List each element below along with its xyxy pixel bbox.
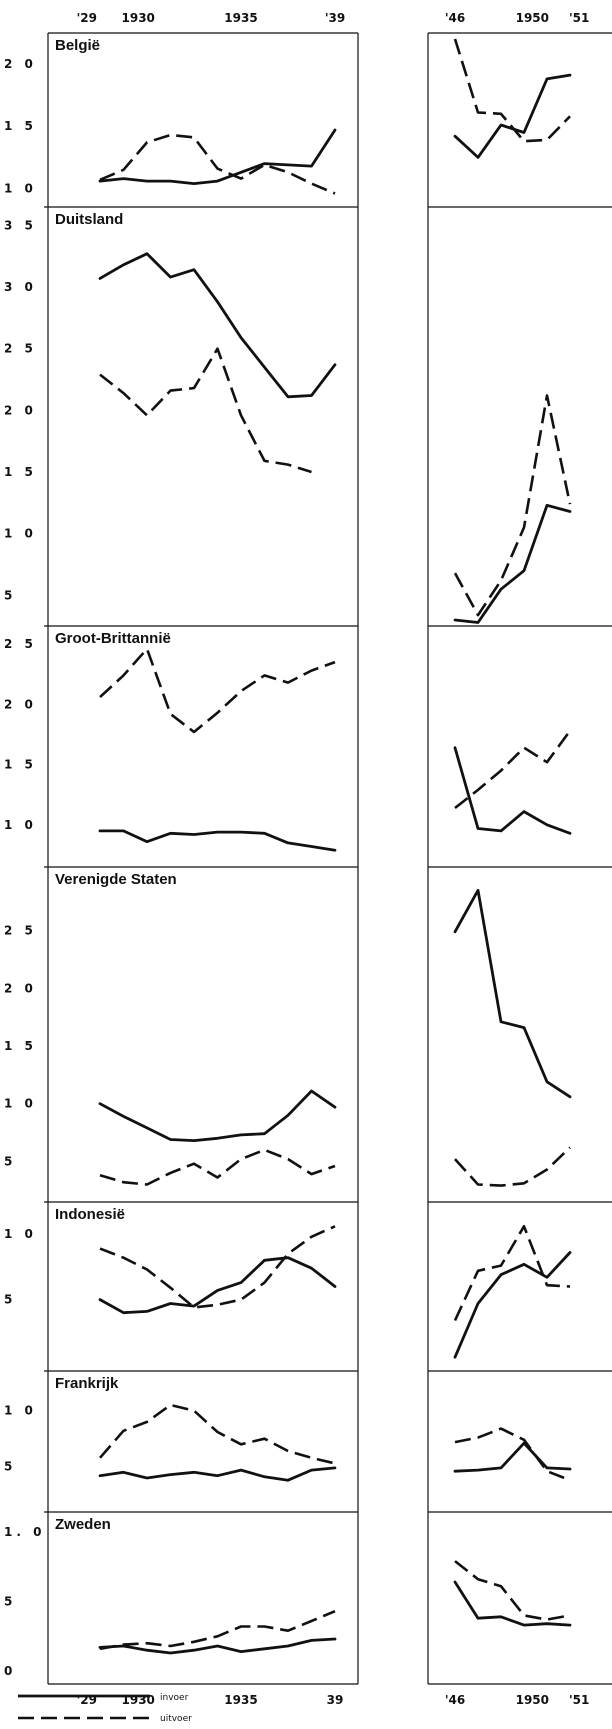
invoer-line-postwar [453, 73, 572, 159]
x-tick-label-bottom: 1935 [224, 1693, 257, 1707]
panel: Indonesië 5 1 0 [4, 1206, 572, 1359]
y-tick-label: 1 5 [4, 119, 37, 133]
y-tick-label: 2 0 [4, 697, 37, 711]
panel-title: Groot-Brittannië [55, 630, 171, 647]
y-tick-label: 1 0 [4, 1404, 37, 1418]
y-tick-label: 1 5 [4, 758, 37, 772]
uitvoer-line-postwar [453, 394, 572, 617]
invoer-line-prewar [98, 1089, 337, 1142]
y-tick-label: 0 [4, 1664, 16, 1678]
y-tick-label: 1 0 [4, 1227, 37, 1241]
y-tick-label: 1 0 [4, 818, 37, 832]
invoer-line-prewar [98, 1256, 337, 1315]
uitvoer-line-postwar [454, 730, 572, 810]
y-tick-label: 2 0 [4, 403, 37, 417]
y-tick-label: 1 0 [4, 1097, 37, 1111]
invoer-line-postwar [453, 1251, 572, 1359]
uitvoer-line-prewar [99, 347, 312, 474]
uitvoer-line-prewar [99, 133, 336, 195]
y-tick-label: 3 0 [4, 280, 37, 294]
y-tick-label: 1 5 [4, 1039, 37, 1053]
invoer-line-prewar [98, 1637, 337, 1655]
panel: Verenigde Staten 5 1 0 1 5 2 0 2 5 [4, 871, 572, 1187]
panel-title: België [55, 37, 100, 54]
x-tick-label-top: '39 [325, 11, 345, 25]
panel-title: Frankrijk [55, 1375, 119, 1392]
y-tick-label: 5 [4, 588, 16, 602]
y-tick-label: 1. 0 [4, 1525, 45, 1539]
y-tick-label: 2 0 [4, 981, 37, 995]
invoer-line-prewar [98, 829, 337, 852]
x-tick-label-top: 1950 [516, 11, 549, 25]
invoer-line-prewar [98, 1466, 337, 1482]
y-tick-label: 1 0 [4, 527, 37, 541]
x-tick-label-top: '51 [569, 11, 589, 25]
chart-frame [44, 32, 612, 1685]
invoer-line-postwar [453, 1580, 572, 1627]
uitvoer-line-postwar [453, 38, 571, 143]
uitvoer-line-prewar [99, 647, 336, 734]
y-tick-label: 1 5 [4, 465, 37, 479]
y-tick-label: 1 0 [4, 182, 37, 196]
legend-label-uitvoer: uitvoer [160, 1714, 192, 1724]
uitvoer-line-postwar [454, 1560, 571, 1621]
panel: Frankrijk 5 1 0 [4, 1375, 572, 1482]
panel: Duitsland 5 1 0 1 5 2 0 2 5 3 0 3 5 [4, 211, 572, 624]
x-tick-label-bottom: 39 [327, 1693, 344, 1707]
y-tick-label: 2 5 [4, 637, 37, 651]
y-tick-label: 2 0 [4, 57, 37, 71]
invoer-line-postwar [453, 1441, 572, 1473]
x-tick-label-top: 1935 [224, 11, 257, 25]
legend: invoer uitvoer [18, 1693, 192, 1724]
y-tick-label: 5 [4, 1594, 16, 1608]
panel-title: Verenigde Staten [55, 871, 177, 888]
x-tick-label-top: '46 [445, 11, 465, 25]
y-tick-label: 2 5 [4, 924, 37, 938]
invoer-line-prewar [98, 128, 337, 186]
uitvoer-line-postwar [454, 1427, 571, 1482]
uitvoer-line-postwar [453, 1225, 571, 1322]
x-tick-label-top: 1930 [122, 11, 155, 25]
x-tick-label-bottom: '51 [569, 1693, 589, 1707]
invoer-line-postwar [453, 746, 572, 835]
y-tick-label: 2 5 [4, 342, 37, 356]
legend-label-invoer: invoer [160, 1693, 189, 1703]
panel: Groot-Brittannië 1 0 1 5 2 0 2 5 [4, 630, 572, 852]
uitvoer-line-prewar [99, 1225, 336, 1309]
uitvoer-line-prewar [99, 1403, 336, 1465]
invoer-line-postwar [453, 888, 572, 1099]
chart-panels: België 1 0 1 5 2 0 Duitsland 5 1 0 1 5 2 0 2 5 3 0… [4, 37, 572, 1678]
panel-title: Zweden [55, 1516, 111, 1533]
panel-title: Duitsland [55, 211, 123, 228]
panel: Zweden 0 5 1. 0 [4, 1516, 572, 1678]
uitvoer-line-prewar [99, 1610, 336, 1651]
x-tick-label-bottom: 1950 [516, 1693, 549, 1707]
invoer-line-prewar [98, 252, 337, 399]
x-tick-label-bottom: '46 [445, 1693, 465, 1707]
x-tick-label-top: '29 [77, 11, 97, 25]
y-tick-label: 5 [4, 1293, 16, 1307]
uitvoer-line-prewar [99, 1148, 336, 1186]
panel-title: Indonesië [55, 1206, 125, 1223]
y-tick-label: 3 5 [4, 218, 37, 232]
uitvoer-line-postwar [454, 1146, 571, 1187]
x-axis-ticks: '29 1930 1935'39'46 1950'51'29 1930 1935 39'46… [77, 11, 590, 1707]
y-tick-label: 5 [4, 1154, 16, 1168]
y-tick-label: 5 [4, 1460, 16, 1474]
panel: België 1 0 1 5 2 0 [4, 37, 572, 196]
invoer-line-postwar [453, 503, 572, 624]
